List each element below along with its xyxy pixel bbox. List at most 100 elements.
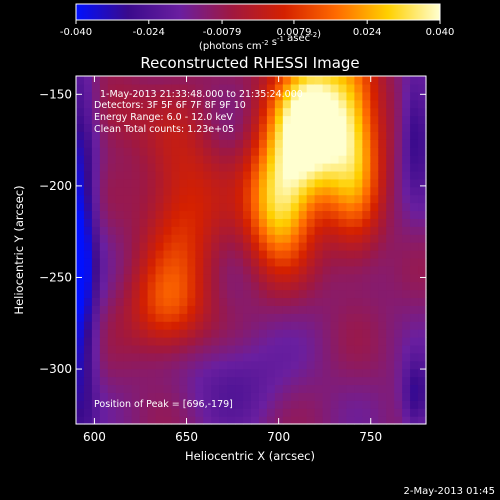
heatmap-cell (370, 408, 379, 417)
heatmap-cell (282, 139, 292, 148)
heatmap-cell (155, 368, 165, 378)
heatmap-cell (235, 250, 244, 259)
heatmap-cell (298, 384, 308, 393)
colorbar-unit-label: (photons cm-2 s-1 asec-2) (199, 29, 321, 52)
heatmap-cell (370, 281, 379, 291)
heatmap-cell (394, 107, 403, 117)
heatmap-cell (91, 131, 101, 140)
heatmap-cell (163, 250, 173, 259)
heatmap-cell (99, 337, 109, 346)
heatmap-cell (386, 281, 395, 291)
heatmap-cell (83, 99, 93, 109)
heatmap-cell (330, 202, 340, 212)
heatmap-cell (187, 250, 196, 259)
heatmap-cell (219, 392, 228, 401)
heatmap-cell (235, 257, 244, 267)
heatmap-cell (163, 265, 173, 275)
heatmap-cell (171, 352, 181, 362)
heatmap-cell (76, 344, 85, 354)
heatmap-cell (147, 408, 157, 417)
heatmap-cell (394, 265, 403, 275)
heatmap-cell (235, 344, 244, 354)
heatmap-cell (298, 115, 308, 125)
heatmap-cell (258, 194, 268, 204)
heatmap-cell (123, 297, 133, 306)
heatmap-cell (266, 115, 276, 125)
heatmap-cell (274, 337, 284, 346)
heatmap-cell (410, 178, 419, 188)
heatmap-cell (203, 234, 212, 243)
heatmap-cell (83, 234, 93, 243)
heatmap-cell (187, 163, 196, 172)
heatmap-cell (362, 234, 371, 243)
heatmap-cell (266, 416, 276, 425)
heatmap-cell (338, 250, 348, 259)
heatmap-cell (139, 107, 149, 117)
heatmap-cell (163, 107, 173, 117)
heatmap-cell (107, 170, 117, 180)
heatmap-cell (219, 250, 228, 259)
heatmap-cell (147, 139, 157, 148)
heatmap-cell (330, 123, 340, 132)
heatmap-cell (354, 147, 363, 156)
heatmap-cell (258, 273, 268, 283)
heatmap-cell (322, 368, 332, 378)
heatmap-cell (107, 392, 117, 401)
heatmap-cell (378, 115, 387, 125)
heatmap-cell (163, 376, 173, 386)
heatmap-cell (251, 155, 260, 164)
heatmap-cell (227, 329, 236, 338)
heatmap-cell (290, 344, 300, 354)
heatmap-cell (290, 289, 300, 299)
heatmap-cell (354, 273, 363, 283)
heatmap-cell (107, 273, 117, 283)
heatmap-cell (155, 250, 165, 259)
heatmap-cell (418, 147, 427, 156)
heatmap-cell (203, 91, 212, 101)
heatmap-cell (282, 257, 292, 267)
heatmap-cell (123, 178, 133, 188)
heatmap-cell (219, 242, 228, 251)
x-axis-label: Heliocentric X (arcsec) (185, 449, 315, 463)
heatmap-cell (243, 250, 252, 259)
heatmap-cell (243, 376, 252, 386)
heatmap-cell (115, 210, 125, 219)
heatmap-cell (362, 313, 371, 322)
heatmap-cell (346, 273, 356, 283)
heatmap-cell (83, 297, 93, 306)
heatmap-cell (203, 194, 212, 204)
heatmap-cell (402, 313, 411, 322)
heatmap-cell (330, 305, 340, 314)
heatmap-cell (306, 384, 316, 393)
heatmap-cell (410, 210, 419, 219)
heatmap-cell (115, 123, 125, 132)
heatmap-cell (410, 305, 419, 314)
heatmap-cell (402, 115, 411, 125)
heatmap-cell (418, 170, 427, 180)
heatmap-cell (378, 416, 387, 425)
heatmap-cell (76, 313, 85, 322)
heatmap-cell (362, 131, 371, 140)
heatmap-cell (243, 155, 252, 164)
heatmap-cell (322, 131, 332, 140)
heatmap-cell (282, 107, 292, 117)
heatmap-cell (354, 408, 363, 417)
heatmap-cell (258, 131, 268, 140)
heatmap-cell (402, 147, 411, 156)
heatmap-cell (131, 234, 141, 243)
heatmap-cell (187, 257, 196, 267)
heatmap-cell (370, 273, 379, 283)
heatmap-cell (322, 297, 332, 306)
heatmap-cell (346, 242, 356, 251)
heatmap-cell (386, 368, 395, 378)
heatmap-cell (243, 210, 252, 219)
heatmap-cell (298, 344, 308, 354)
heatmap-cell (282, 416, 292, 425)
heatmap-cell (107, 337, 117, 346)
heatmap-cell (394, 226, 403, 235)
heatmap-cell (251, 329, 260, 338)
heatmap-cell (155, 384, 165, 393)
heatmap-cell (298, 400, 308, 409)
heatmap-cell (195, 321, 204, 330)
heatmap-cell (274, 416, 284, 425)
